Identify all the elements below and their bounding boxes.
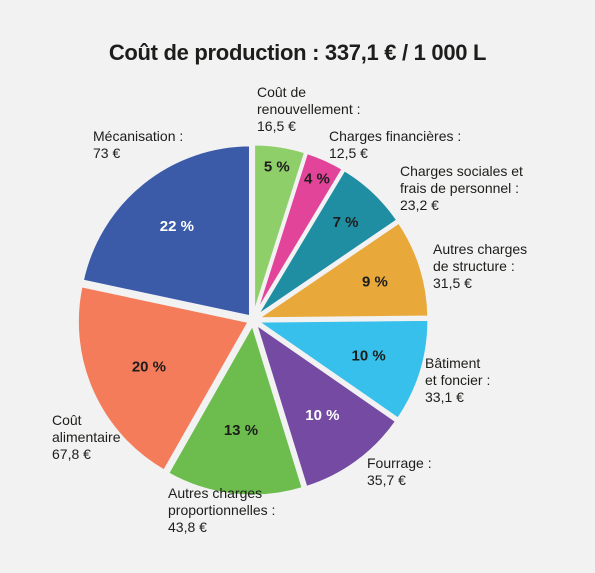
slice-label-line: 16,5 € [257, 118, 296, 134]
slice-label-line: Coût de [257, 84, 307, 100]
pct-label-sociales: 7 % [333, 214, 359, 231]
pct-label-alimentaire: 20 % [132, 359, 166, 376]
slice-structure [255, 220, 431, 321]
pct-label-structure: 9 % [362, 274, 388, 291]
pct-label-financieres: 4 % [304, 170, 330, 187]
slice-alimentaire [75, 284, 251, 473]
slice-batiment [255, 317, 431, 421]
slice-fourrage [253, 321, 399, 490]
slice-label-line: Charges financières : [329, 128, 462, 144]
slice-label-line: 23,2 € [400, 197, 439, 213]
slice-label-line: 12,5 € [329, 145, 368, 161]
slice-label-line: renouvellement : [257, 101, 361, 117]
slice-label-line: Charges sociales et [400, 163, 523, 179]
slice-label-line: 73 € [93, 145, 121, 161]
slice-label-line: 67,8 € [52, 446, 91, 462]
slice-label-structure: Autres charges de structure :31,5 € [433, 241, 527, 292]
slice-label-line: 35,7 € [367, 472, 406, 488]
slice-label-line: 33,1 € [425, 389, 464, 405]
slice-mecanisation [80, 143, 252, 319]
slice-label-line: Autres charges [433, 241, 528, 257]
pct-label-fourrage: 10 % [305, 407, 339, 424]
slice-label-line: 43,8 € [168, 519, 207, 535]
slice-label-line: Fourrage : [367, 455, 432, 471]
pct-label-batiment: 10 % [352, 347, 386, 364]
slice-label-line: et foncier : [425, 372, 491, 388]
slice-label-line: Coût [52, 412, 82, 428]
slice-sociales [254, 168, 400, 319]
slice-label-renouvellement: Coût de renouvellement :16,5 € [257, 84, 361, 135]
slice-label-line: Mécanisation : [93, 128, 184, 144]
slice-label-fourrage: Fourrage :35,7 € [367, 455, 432, 489]
slice-label-batiment: Bâtiment et foncier :33,1 € [425, 355, 490, 406]
slice-label-financieres: Charges financières :12,5 € [329, 128, 461, 162]
pct-label-proportionnelles: 13 % [224, 422, 258, 439]
slice-label-sociales: Charges sociales et frais de personnel :2… [400, 163, 523, 214]
pct-label-mecanisation: 22 % [160, 218, 194, 235]
slice-label-alimentaire: Coût alimentaire 67,8 € [52, 412, 120, 463]
slice-label-line: de structure : [433, 258, 515, 274]
slice-label-line: frais de personnel : [400, 180, 520, 196]
slice-label-line: proportionnelles : [168, 502, 276, 518]
slice-label-line: alimentaire [52, 429, 121, 445]
slice-label-line: 31,5 € [433, 275, 472, 291]
chart-title: Coût de production : 337,1 € / 1 000 L [108, 40, 487, 65]
slice-label-mecanisation: Mécanisation :73 € [93, 128, 183, 162]
slice-label-proportionnelles: Autres charges proportionnelles :43,8 € [168, 485, 275, 536]
slice-label-line: Autres charges [168, 485, 263, 501]
pct-label-renouvellement: 5 % [264, 158, 290, 175]
slice-proportionnelles [166, 322, 305, 498]
slice-label-line: Bâtiment [425, 355, 481, 371]
